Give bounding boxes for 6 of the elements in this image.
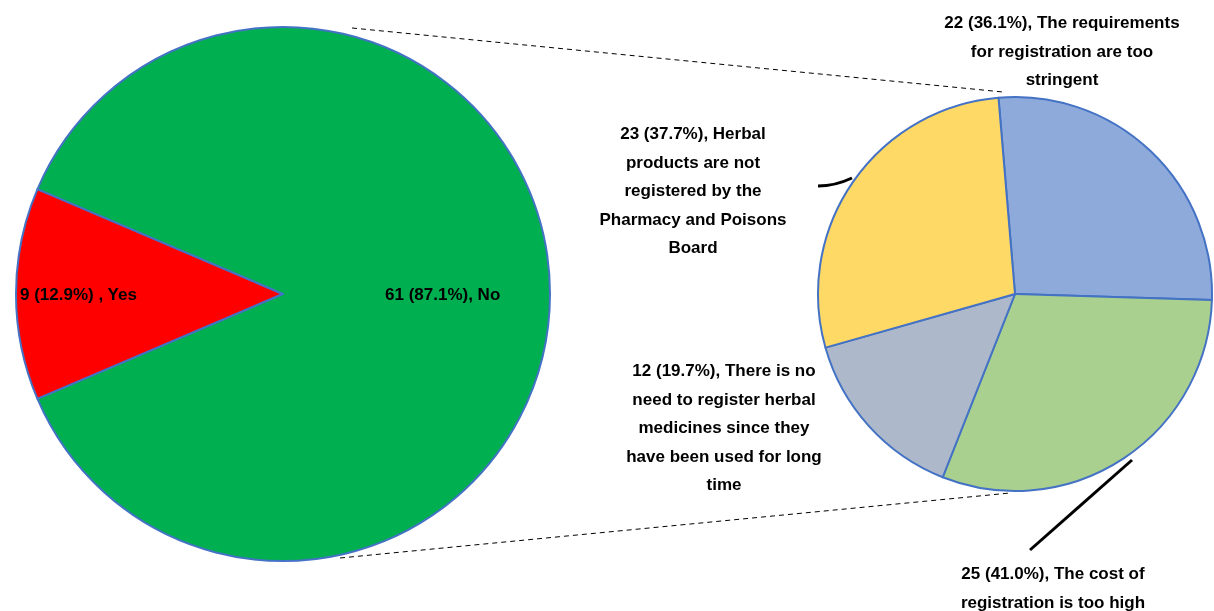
slice-label: 12 (19.7%), There is no need to register herbal medicines since they have been used for long time <box>626 361 822 494</box>
slice-label: 25 (41.0%), The cost of registration is too high <box>960 564 1146 611</box>
slice-label: 61 (87.1%), No <box>385 285 501 304</box>
slice-label: 22 (36.1%), The requirements for registration are too stringent <box>944 13 1180 89</box>
slice-label: 9 (12.9%) , Yes <box>20 285 137 304</box>
slice-label: 23 (37.7%), Herbal products are not registered by the Pharmacy and Poisons Board <box>599 124 787 257</box>
